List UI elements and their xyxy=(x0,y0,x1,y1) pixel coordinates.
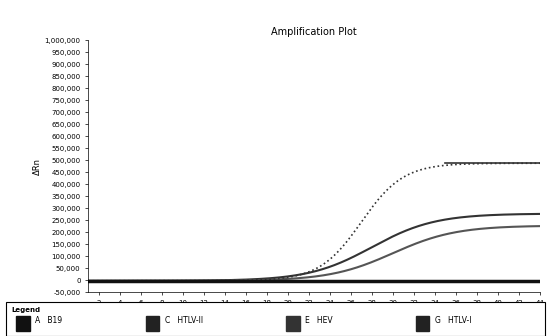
Text: G   HTLV-I: G HTLV-I xyxy=(435,317,471,325)
A  B19 xyxy=(299,272,306,276)
Title: Amplification Plot: Amplification Plot xyxy=(271,27,357,37)
Text: C   HTLV-II: C HTLV-II xyxy=(165,317,203,325)
Text: A   B19: A B19 xyxy=(35,317,62,325)
E  HEV xyxy=(302,271,309,275)
G  HTLV-I xyxy=(329,279,336,283)
A  B19 xyxy=(526,212,532,216)
E  HEV xyxy=(537,161,543,165)
C  HTLV-II xyxy=(329,272,336,276)
C  HTLV-II xyxy=(455,230,462,234)
G  HTLV-I xyxy=(85,279,91,283)
Bar xyxy=(146,316,159,331)
E  HEV xyxy=(354,226,360,230)
A  B19 xyxy=(85,279,91,283)
G  HTLV-I xyxy=(526,279,532,283)
G  HTLV-I xyxy=(302,279,309,283)
E  HEV xyxy=(299,272,306,276)
Bar xyxy=(416,316,429,331)
G  HTLV-I xyxy=(455,279,462,283)
G  HTLV-I xyxy=(299,279,306,283)
A  B19 xyxy=(455,216,462,220)
C  HTLV-II xyxy=(299,276,306,280)
E  HEV xyxy=(455,162,462,166)
Bar xyxy=(17,316,30,331)
A  B19 xyxy=(302,271,309,276)
C  HTLV-II xyxy=(354,265,360,269)
C  HTLV-II xyxy=(526,224,532,228)
Bar xyxy=(287,316,300,331)
G  HTLV-I xyxy=(537,279,543,283)
Text: E   HEV: E HEV xyxy=(305,317,333,325)
C  HTLV-II xyxy=(85,279,91,283)
E  HEV xyxy=(329,255,336,259)
Y-axis label: ΔRn: ΔRn xyxy=(33,158,42,175)
Text: Legend: Legend xyxy=(11,307,40,313)
E  HEV xyxy=(526,161,532,165)
C  HTLV-II xyxy=(302,276,309,280)
X-axis label: Cycle: Cycle xyxy=(302,311,326,321)
Line: A  B19: A B19 xyxy=(88,214,540,281)
Line: C  HTLV-II: C HTLV-II xyxy=(88,226,540,281)
A  B19 xyxy=(354,253,360,257)
G  HTLV-I xyxy=(354,279,360,283)
A  B19 xyxy=(537,212,543,216)
Line: E  HEV: E HEV xyxy=(88,163,540,281)
E  HEV xyxy=(85,279,91,283)
A  B19 xyxy=(329,264,336,268)
C  HTLV-II xyxy=(537,224,543,228)
